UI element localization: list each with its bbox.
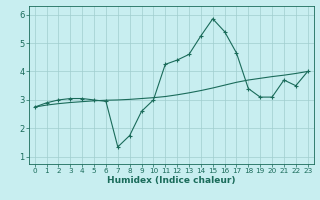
X-axis label: Humidex (Indice chaleur): Humidex (Indice chaleur) [107,176,236,185]
